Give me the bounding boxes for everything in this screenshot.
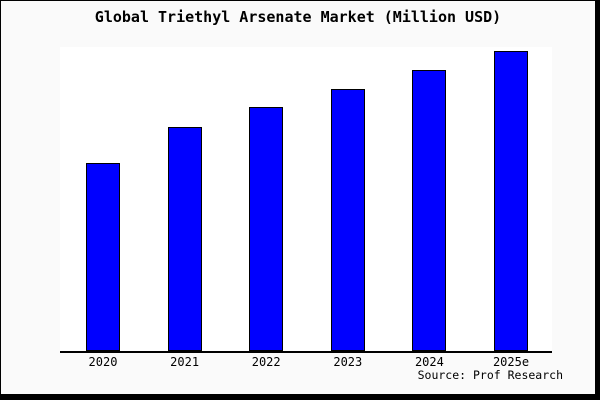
x-tick-label-2020: 2020 bbox=[88, 355, 118, 369]
x-tick-label-2023: 2023 bbox=[333, 355, 363, 369]
plot-area bbox=[60, 47, 552, 353]
bar-2024 bbox=[412, 70, 447, 351]
x-tick-label-2021: 2021 bbox=[170, 355, 200, 369]
source-text: Source: Prof Research bbox=[417, 368, 563, 382]
bar-2022 bbox=[249, 107, 284, 351]
x-tick-label-2022: 2022 bbox=[251, 355, 281, 369]
bar-2023 bbox=[330, 89, 365, 351]
bar-2021 bbox=[167, 127, 202, 351]
bar-2025e bbox=[494, 51, 528, 351]
x-tick-label-2025e: 2025e bbox=[492, 355, 530, 369]
x-axis-labels: 2020 2021 2022 2023 2024 2025e bbox=[1, 356, 595, 370]
bar-2020 bbox=[86, 163, 120, 351]
x-tick-label-2024: 2024 bbox=[414, 355, 444, 369]
chart-title: Global Triethyl Arsenate Market (Million… bbox=[94, 8, 502, 26]
